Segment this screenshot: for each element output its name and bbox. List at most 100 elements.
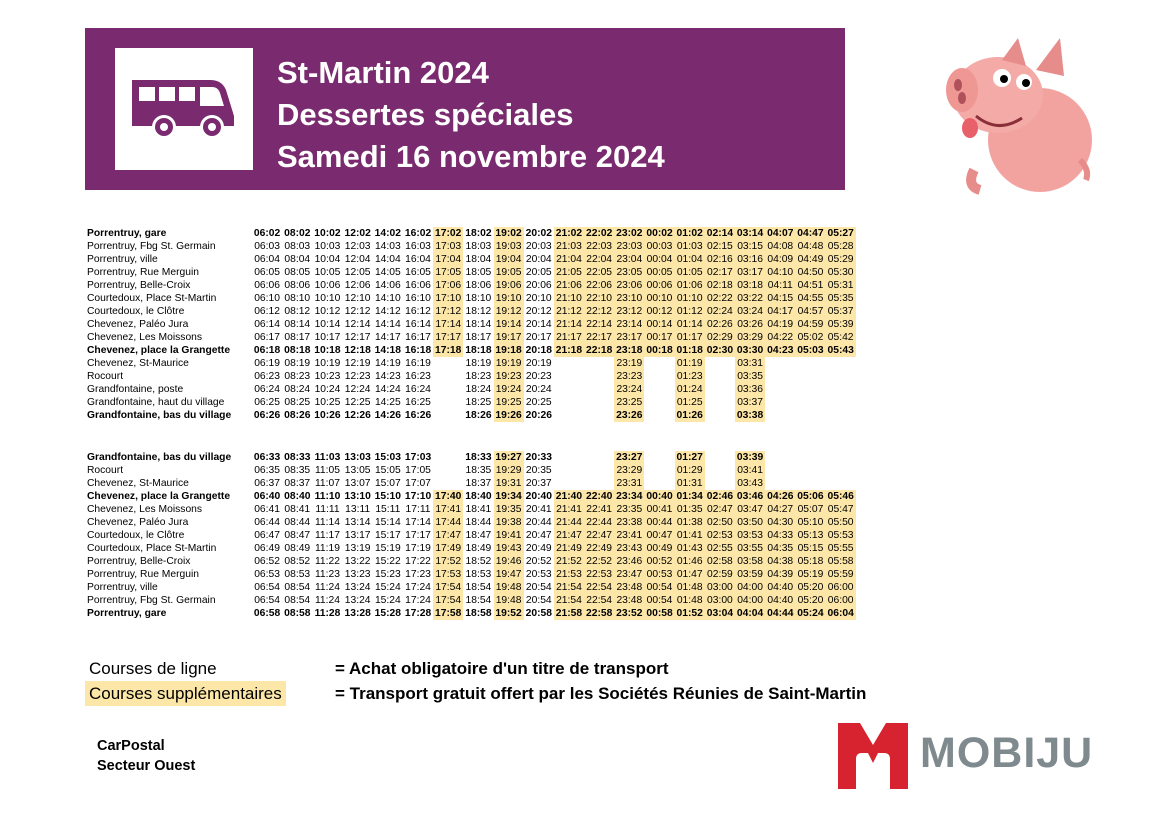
departure-time: 17:24 bbox=[405, 595, 431, 606]
legend-extra-label: Courses supplémentaires bbox=[85, 681, 286, 706]
departure-time bbox=[826, 409, 856, 422]
stop-name: Grandfontaine, poste bbox=[87, 384, 184, 395]
departure-time: 16:18 bbox=[404, 345, 432, 356]
departure-time: 10:23 bbox=[314, 371, 341, 382]
table-row: Porrentruy, Belle-Croix 06:06 08:06 10:06 12… bbox=[85, 279, 856, 292]
departure-time: 04:23 bbox=[765, 344, 796, 357]
table-row: Porrentruy, Rue Merguin 06:53 08:53 11:23 13… bbox=[85, 568, 856, 581]
departure-time: 01:29 bbox=[674, 464, 705, 477]
departure-time: 05:02 bbox=[795, 331, 826, 344]
pig-mascot-icon bbox=[946, 38, 1092, 195]
departure-time: 04:50 bbox=[795, 266, 826, 279]
table-row: Chevenez, St-Maurice 06:37 08:37 11:07 13:07… bbox=[85, 477, 856, 490]
departure-time bbox=[584, 396, 614, 409]
departure-time: 06:03 bbox=[254, 241, 280, 252]
departure-time: 20:53 bbox=[525, 569, 552, 580]
departure-time: 10:04 bbox=[314, 254, 341, 265]
legend-regular-desc: = Achat obligatoire d'un titre de transp… bbox=[335, 659, 669, 678]
departure-time: 06:19 bbox=[254, 358, 280, 369]
departure-time: 14:24 bbox=[374, 384, 401, 395]
departure-time: 21:02 bbox=[553, 227, 585, 240]
departure-time bbox=[765, 383, 795, 396]
departure-time: 04:10 bbox=[765, 266, 796, 279]
departure-time: 03:18 bbox=[735, 279, 766, 292]
departure-time bbox=[705, 451, 735, 464]
departure-time bbox=[765, 464, 795, 477]
departure-time: 18:37 bbox=[465, 478, 492, 489]
departure-time bbox=[584, 383, 614, 396]
departure-time: 21:12 bbox=[553, 305, 585, 318]
departure-time: 14:06 bbox=[374, 280, 401, 291]
departure-time: 08:58 bbox=[284, 608, 311, 619]
departure-time: 04:40 bbox=[765, 594, 796, 607]
departure-time: 16:24 bbox=[405, 384, 431, 395]
stop-name: Grandfontaine, haut du village bbox=[87, 397, 225, 408]
departure-time: 00:44 bbox=[644, 516, 675, 529]
departure-time: 05:29 bbox=[825, 253, 856, 266]
departure-time bbox=[705, 464, 735, 477]
departure-time: 04:07 bbox=[765, 227, 796, 240]
departure-time: 08:52 bbox=[284, 556, 311, 567]
departure-time: 12:26 bbox=[344, 410, 371, 421]
departure-time: 22:52 bbox=[584, 555, 615, 568]
departure-time: 06:05 bbox=[254, 267, 280, 278]
departure-time bbox=[433, 383, 463, 396]
departure-time bbox=[765, 409, 795, 422]
departure-time: 04:22 bbox=[765, 331, 796, 344]
stop-name: Chevenez, place la Grangette bbox=[87, 491, 231, 502]
table-row: Rocourt 06:35 08:35 11:05 13:05 15:05 17:05 18:… bbox=[85, 464, 856, 477]
departure-time: 10:18 bbox=[314, 345, 341, 356]
departure-time: 20:05 bbox=[525, 267, 552, 278]
table-row: Chevenez, Les Moissons 06:17 08:17 10:17 12:… bbox=[85, 331, 856, 344]
departure-time: 19:17 bbox=[493, 331, 524, 344]
departure-time bbox=[433, 396, 463, 409]
departure-time bbox=[644, 451, 674, 464]
departure-time: 02:16 bbox=[704, 253, 735, 266]
table-row: Porrentruy, Belle-Croix 06:52 08:52 11:22 13… bbox=[85, 555, 856, 568]
departure-time: 08:41 bbox=[284, 504, 311, 515]
departure-time: 21:52 bbox=[553, 555, 585, 568]
departure-time: 21:41 bbox=[553, 503, 585, 516]
departure-time: 20:40 bbox=[525, 491, 552, 502]
departure-time bbox=[584, 451, 614, 464]
departure-time bbox=[705, 370, 735, 383]
departure-time: 18:52 bbox=[465, 556, 492, 567]
departure-time bbox=[433, 370, 463, 383]
departure-time: 03:31 bbox=[735, 357, 766, 370]
departure-time: 13:17 bbox=[344, 530, 371, 541]
departure-time bbox=[795, 464, 825, 477]
departure-time: 23:03 bbox=[614, 240, 645, 253]
departure-time: 23:34 bbox=[614, 490, 645, 503]
departure-time: 01:17 bbox=[674, 331, 705, 344]
departure-time: 01:52 bbox=[674, 607, 705, 620]
departure-time: 23:18 bbox=[614, 344, 645, 357]
departure-time: 05:28 bbox=[825, 240, 856, 253]
departure-time: 17:12 bbox=[433, 305, 464, 318]
departure-time bbox=[433, 464, 463, 477]
departure-time: 01:05 bbox=[674, 266, 705, 279]
departure-time: 21:06 bbox=[553, 279, 585, 292]
departure-time: 23:05 bbox=[614, 266, 645, 279]
stop-name: Courtedoux, Place St-Martin bbox=[87, 293, 217, 304]
departure-time: 00:06 bbox=[644, 279, 675, 292]
departure-time: 18:14 bbox=[465, 319, 492, 330]
departure-time: 11:22 bbox=[314, 556, 340, 567]
table-row: Chevenez, place la Grangette 06:40 08:40 11… bbox=[85, 490, 856, 503]
departure-time: 01:48 bbox=[674, 594, 705, 607]
departure-time: 10:10 bbox=[314, 293, 341, 304]
departure-time: 04:00 bbox=[735, 594, 766, 607]
stop-name: Grandfontaine, bas du village bbox=[87, 452, 232, 463]
departure-time: 22:17 bbox=[584, 331, 615, 344]
table-row: Porrentruy, Fbg St. Germain 06:54 08:54 11:… bbox=[85, 594, 856, 607]
departure-time: 01:31 bbox=[674, 477, 705, 490]
departure-time: 06:00 bbox=[825, 581, 856, 594]
departure-time: 12:18 bbox=[344, 345, 371, 356]
departure-time bbox=[644, 383, 674, 396]
departure-time: 08:14 bbox=[284, 319, 311, 330]
table-row: Grandfontaine, bas du village 06:26 08:26 1… bbox=[85, 409, 856, 422]
departure-time: 12:03 bbox=[344, 241, 371, 252]
departure-time: 23:10 bbox=[614, 292, 645, 305]
departure-time: 04:40 bbox=[765, 581, 796, 594]
table-row: Chevenez, place la Grangette 06:18 08:18 10… bbox=[85, 344, 856, 357]
departure-time: 17:19 bbox=[405, 543, 431, 554]
